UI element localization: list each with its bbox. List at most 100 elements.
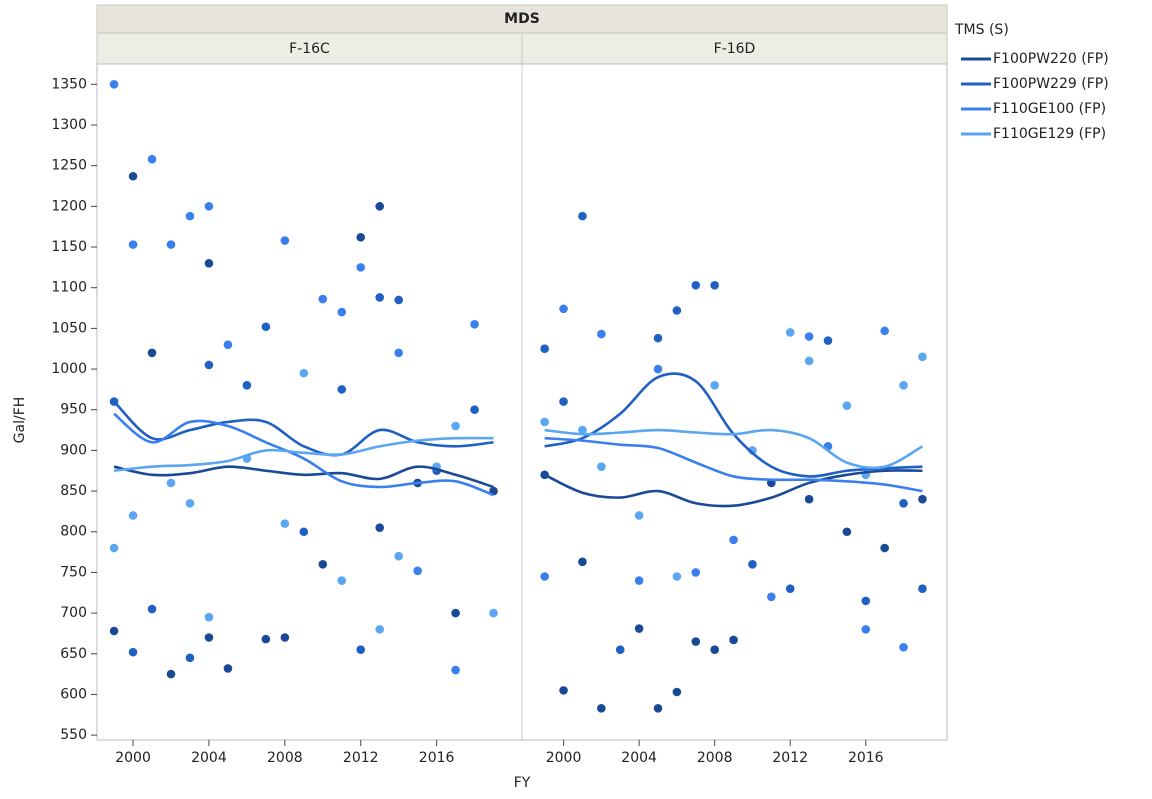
header-strip <box>96 4 948 34</box>
data-point <box>470 320 479 329</box>
y-tick-label: 800 <box>60 524 87 540</box>
data-point <box>166 669 176 679</box>
x-tick-label: 2000 <box>546 750 582 766</box>
data-point <box>394 295 403 305</box>
smoother-line <box>113 436 494 473</box>
data-point <box>337 307 347 317</box>
data-point <box>634 624 644 633</box>
x-tick-label: 2008 <box>267 750 303 766</box>
data-point <box>710 381 719 390</box>
data-point <box>559 304 568 314</box>
data-point <box>280 519 290 528</box>
data-point <box>318 294 328 304</box>
data-point <box>204 360 214 370</box>
data-point <box>204 633 214 642</box>
smoother-line <box>544 469 923 508</box>
y-tick-label: 950 <box>60 402 87 418</box>
data-point <box>899 498 908 508</box>
data-point <box>470 405 479 415</box>
smoother-line <box>544 372 923 478</box>
data-point <box>861 596 871 606</box>
y-tick-label: 1150 <box>51 239 87 255</box>
data-point <box>109 543 119 553</box>
data-point <box>451 608 460 618</box>
data-point <box>261 634 271 644</box>
data-point <box>899 381 908 390</box>
data-point <box>185 498 195 508</box>
data-point <box>166 240 176 249</box>
data-point <box>356 232 366 242</box>
smoother-line <box>113 412 495 497</box>
data-point <box>337 576 347 585</box>
x-axis-label: FY <box>514 775 531 791</box>
y-tick-label: 1100 <box>51 280 87 296</box>
smoother-line <box>544 436 923 493</box>
data-point <box>394 551 403 561</box>
data-point <box>375 202 385 211</box>
data-point <box>880 543 889 553</box>
data-point <box>729 535 738 545</box>
y-tick-label: 900 <box>60 442 87 458</box>
data-point <box>185 211 195 221</box>
y-tick-label: 1300 <box>51 117 87 133</box>
data-point <box>559 397 568 406</box>
data-point <box>280 633 290 642</box>
data-point <box>691 637 701 646</box>
data-point <box>653 333 663 343</box>
data-point <box>785 584 795 593</box>
data-point <box>166 478 176 488</box>
data-point <box>128 240 138 249</box>
data-point <box>804 356 814 366</box>
data-point <box>261 322 271 332</box>
data-point <box>147 348 157 358</box>
data-point <box>691 280 701 290</box>
smoother-line <box>113 400 494 457</box>
data-point <box>861 625 871 634</box>
data-point <box>489 608 498 618</box>
data-point <box>634 511 644 520</box>
y-tick-label: 1200 <box>51 198 87 214</box>
y-tick-label: 700 <box>60 605 87 621</box>
legend-label: F100PW220 (FP) <box>993 51 1109 67</box>
x-tick-label: 2016 <box>848 750 884 766</box>
data-point <box>223 664 233 673</box>
legend-label: F110GE129 (FP) <box>993 126 1106 142</box>
data-point <box>223 340 233 349</box>
data-point <box>767 592 776 602</box>
smoother-line <box>544 428 924 470</box>
data-point <box>748 559 757 569</box>
y-tick-label: 1350 <box>51 76 87 92</box>
data-point <box>280 236 290 245</box>
data-point <box>672 306 682 315</box>
data-point <box>128 647 138 657</box>
y-axis-label: Gal/FH <box>12 397 28 444</box>
y-tick-label: 1050 <box>51 320 87 336</box>
data-point <box>147 604 157 614</box>
data-point <box>842 527 852 537</box>
legend-label: F100PW229 (FP) <box>993 76 1109 92</box>
data-point <box>128 171 138 181</box>
data-point <box>918 584 927 593</box>
data-point <box>299 527 309 537</box>
legend-label: F110GE100 (FP) <box>993 101 1106 117</box>
y-tick-label: 550 <box>60 727 87 743</box>
data-point <box>578 425 587 435</box>
y-tick-label: 850 <box>60 483 87 499</box>
data-point <box>375 625 385 634</box>
data-point <box>299 368 309 378</box>
data-point <box>672 687 682 697</box>
x-tick-label: 2016 <box>419 750 455 766</box>
data-point <box>710 645 719 655</box>
data-point <box>597 329 606 339</box>
smoother-line <box>113 465 494 489</box>
x-tick-label: 2012 <box>772 750 808 766</box>
panel-title: F-16D <box>714 41 756 57</box>
legend-title: TMS (S) <box>954 22 1009 38</box>
data-point <box>540 344 549 354</box>
data-point <box>823 336 833 345</box>
data-point <box>785 328 795 337</box>
panel-strip <box>521 32 948 65</box>
data-point <box>128 511 138 520</box>
data-point <box>318 559 328 569</box>
